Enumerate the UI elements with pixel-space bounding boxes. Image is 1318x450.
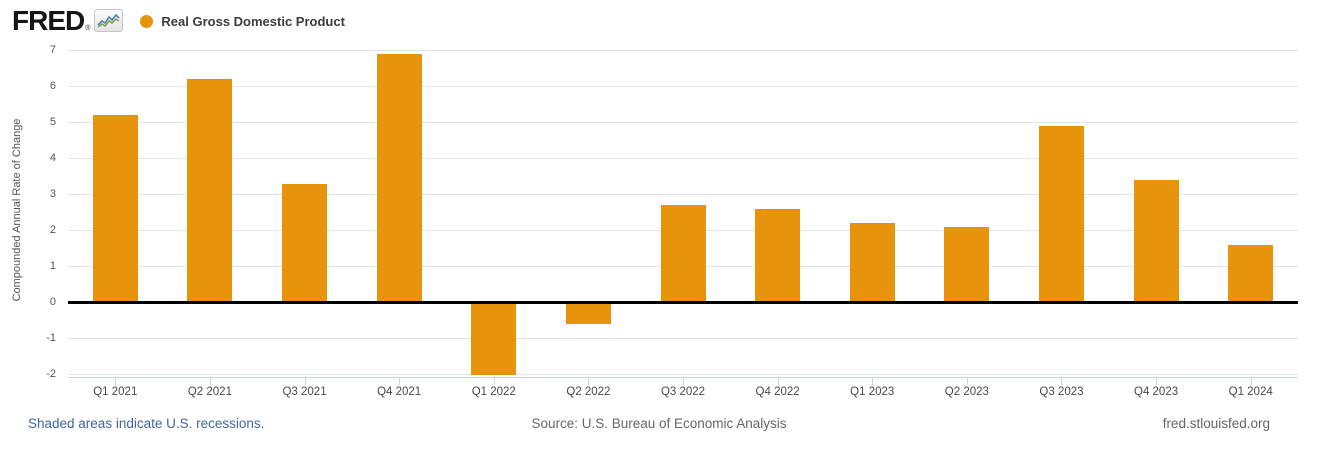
registered-trademark: ® <box>85 25 91 32</box>
gridline <box>68 193 1298 195</box>
bar-q3-2023 <box>1038 125 1084 303</box>
x-axis-line <box>68 377 1298 378</box>
x-axis-label: Q4 2023 <box>1134 386 1179 398</box>
y-axis-tick-label: 1 <box>49 260 56 273</box>
y-axis-tick-label: -1 <box>46 332 56 345</box>
x-axis-label: Q1 2021 <box>93 386 138 398</box>
x-axis-tick <box>399 378 401 385</box>
source-text: Source: U.S. Bureau of Economic Analysis <box>531 416 787 431</box>
bar-q2-2021 <box>187 78 233 303</box>
x-axis-label: Q2 2022 <box>566 386 611 398</box>
gridline <box>68 49 1298 51</box>
zero-baseline <box>68 301 1298 305</box>
x-axis-tick <box>588 378 590 385</box>
x-axis-label: Q3 2021 <box>282 386 327 398</box>
chart-region: Compounded Annual Rate of Change Q1 2021… <box>11 43 1298 398</box>
gridline <box>68 85 1298 87</box>
y-axis-tick-label: 5 <box>49 115 56 128</box>
x-axis-tick <box>1061 378 1063 385</box>
x-axis-label: Q2 2023 <box>944 386 989 398</box>
x-axis-label: Q4 2021 <box>377 386 422 398</box>
fred-site-link[interactable]: fred.stlouisfed.org <box>1162 416 1270 431</box>
x-axis-label: Q3 2023 <box>1039 386 1084 398</box>
series-legend-dot-icon <box>140 14 154 28</box>
x-axis-label: Q1 2022 <box>471 386 516 398</box>
gridline <box>68 374 1298 376</box>
y-axis-title: Compounded Annual Rate of Change <box>11 118 23 302</box>
y-axis-tick-label: -2 <box>46 368 56 381</box>
x-axis-tick <box>304 378 306 385</box>
recessions-note-link[interactable]: Shaded areas indicate U.S. recessions. <box>28 416 265 431</box>
bar-q2-2022 <box>565 302 611 325</box>
x-axis-tick <box>493 378 495 385</box>
bar-q3-2022 <box>660 205 706 303</box>
y-axis-tick-label: 0 <box>49 296 56 309</box>
x-axis-tick <box>209 378 211 385</box>
bar-q1-2022 <box>471 302 517 375</box>
header: FRED ® Real Gross Domestic Product <box>12 6 345 36</box>
x-axis-tick <box>115 378 117 385</box>
y-axis-tick-label: 7 <box>49 43 56 56</box>
fred-logo[interactable]: FRED ® <box>12 5 124 36</box>
gridline <box>68 338 1298 340</box>
y-axis-tick-label: 2 <box>49 224 56 237</box>
x-axis-tick <box>872 378 874 385</box>
x-axis-label: Q4 2022 <box>755 386 800 398</box>
y-axis-tick-label: 4 <box>49 151 56 164</box>
gridline <box>68 157 1298 159</box>
bar-q2-2023 <box>944 226 990 303</box>
bar-q4-2021 <box>376 53 422 303</box>
x-axis-tick <box>777 378 779 385</box>
gridline <box>68 121 1298 123</box>
bar-q4-2022 <box>755 208 801 303</box>
series-legend-label: Real Gross Domestic Product <box>161 13 345 29</box>
line-chart-icon <box>94 9 124 32</box>
x-axis-tick <box>683 378 684 385</box>
x-axis-label: Q2 2021 <box>187 386 232 398</box>
x-axis-label: Q1 2024 <box>1228 386 1273 398</box>
bar-q1-2024 <box>1228 244 1274 303</box>
y-axis-tick-label: 6 <box>49 79 56 92</box>
x-axis-tick <box>1250 378 1252 385</box>
x-axis-tick <box>1156 378 1158 385</box>
bar-q3-2021 <box>282 183 328 303</box>
x-axis-label: Q3 2022 <box>660 386 706 398</box>
x-axis-label: Q1 2023 <box>850 386 895 398</box>
fred-logo-text: FRED <box>12 5 85 36</box>
y-axis-tick-label: 3 <box>49 187 56 200</box>
bar-q4-2023 <box>1133 179 1179 303</box>
bar-q1-2021 <box>92 114 138 303</box>
plot-area: Q1 2021 Q2 2021 Q3 2021 Q4 2021 Q1 2022 Q2 20… <box>68 43 1298 398</box>
footer: Shaded areas indicate U.S. recessions. S… <box>0 416 1318 436</box>
x-axis-tick <box>966 378 968 385</box>
bar-q1-2023 <box>849 223 895 303</box>
